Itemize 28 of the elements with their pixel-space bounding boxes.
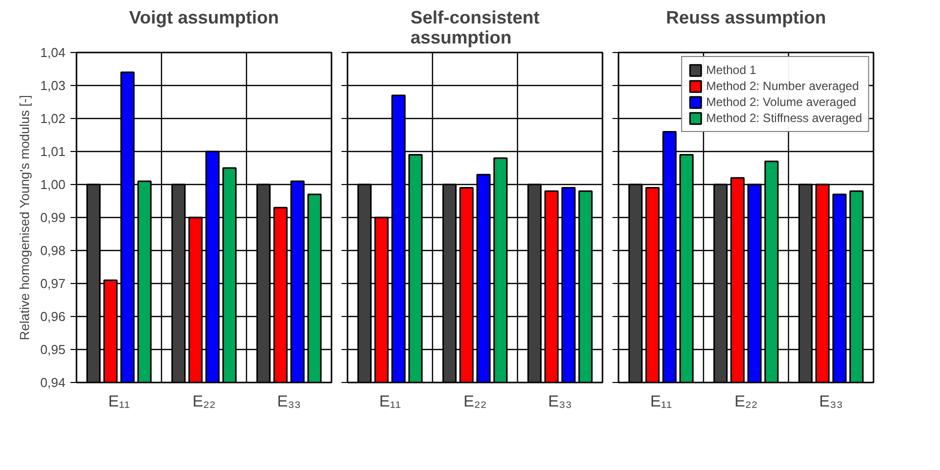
y-tick-label: 0,99 bbox=[40, 210, 66, 225]
chart-title: Self-consistent assumption bbox=[410, 8, 540, 48]
x-tick-label: E₂₂ bbox=[192, 394, 216, 410]
x-tick-label: E₂₂ bbox=[463, 394, 487, 410]
y-tick-label: 0,95 bbox=[40, 342, 66, 357]
y-tick-label: 0,94 bbox=[40, 375, 66, 390]
y-tick-label: 1,04 bbox=[40, 45, 66, 60]
x-tick-label: E₁₁ bbox=[108, 394, 130, 410]
y-tick-label: 0,98 bbox=[40, 243, 66, 258]
legend-label: Method 2: Number averaged bbox=[706, 79, 859, 93]
x-tick-label: E₃₃ bbox=[819, 394, 843, 410]
x-tick-label: E₃₃ bbox=[548, 394, 572, 410]
x-tick-label: E₂₂ bbox=[734, 394, 758, 410]
x-tick-label: E₁₁ bbox=[379, 394, 401, 410]
y-tick-label: 1,01 bbox=[40, 144, 66, 159]
y-tick-label: 0,97 bbox=[40, 276, 66, 291]
y-tick-label: 1,03 bbox=[40, 78, 66, 93]
chart-title: Voigt assumption bbox=[129, 8, 279, 28]
y-tick-label: 0,96 bbox=[40, 309, 66, 324]
legend-label: Method 2: Stiffness averaged bbox=[706, 111, 862, 125]
y-tick-label: 1,00 bbox=[40, 177, 66, 192]
y-tick-label: 1,02 bbox=[40, 111, 66, 126]
y-axis-title: Relative homogenised Young's modulus [-] bbox=[17, 94, 32, 340]
x-tick-label: E₃₃ bbox=[277, 394, 301, 410]
legend-label: Method 1 bbox=[706, 63, 756, 77]
chart-title: Reuss assumption bbox=[666, 8, 826, 28]
x-tick-label: E₁₁ bbox=[650, 394, 672, 410]
legend-label: Method 2: Volume averaged bbox=[706, 95, 856, 109]
